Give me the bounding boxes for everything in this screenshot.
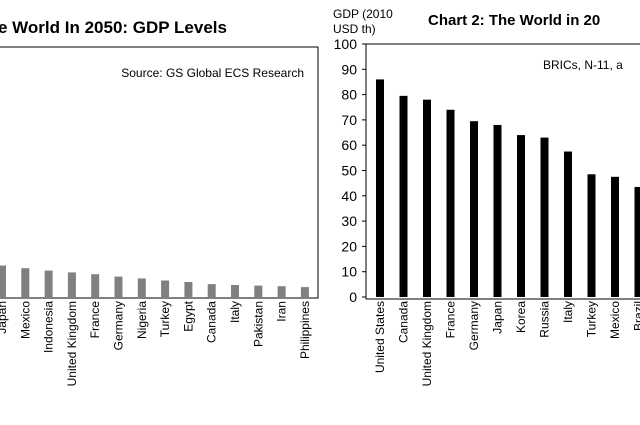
right-x-label-turkey: Turkey	[585, 301, 599, 337]
left-chart-title: e World In 2050: GDP Levels	[0, 18, 227, 37]
right-bar-italy	[564, 152, 572, 297]
left-x-label-indonesia: Indonesia	[42, 301, 56, 353]
right-bar-germany	[470, 121, 478, 297]
right-y-tick-label-50: 50	[341, 163, 357, 179]
left-bar-philippines	[301, 287, 309, 297]
right-y-tick-label-80: 80	[341, 87, 357, 103]
left-bar-germany	[115, 277, 123, 297]
left-bar-egypt	[184, 282, 192, 297]
right-bar-brazil	[635, 187, 640, 297]
left-chart: e World In 2050: GDP Levels Source: GS G…	[0, 18, 318, 386]
left-chart-source: Source: GS Global ECS Research	[121, 66, 304, 80]
right-chart-title: Chart 2: The World in 20	[428, 12, 600, 29]
right-x-label-canada: Canada	[397, 301, 411, 343]
right-x-label-russia: Russia	[538, 301, 552, 338]
left-x-label-turkey: Turkey	[158, 301, 172, 337]
right-bar-russia	[541, 138, 549, 297]
left-x-label-philippines: Philippines	[298, 301, 312, 359]
left-x-label-france: France	[88, 301, 102, 339]
left-bar-nigeria	[138, 278, 146, 297]
right-bar-france	[447, 110, 455, 297]
right-y-tick-label-20: 20	[341, 238, 357, 254]
right-x-label-mexico: Mexico	[608, 301, 622, 339]
right-x-label-france: France	[444, 301, 458, 339]
right-y-ticks: 0 10 20 30 40 50 60 70 80 90 100	[334, 36, 366, 305]
left-x-label-mexico: Mexico	[18, 301, 32, 339]
right-x-label-korea: Korea	[514, 301, 528, 333]
left-bars	[0, 266, 309, 298]
right-y-tick-label-30: 30	[341, 213, 357, 229]
left-x-label-united-kingdom: United Kingdom	[65, 301, 79, 386]
right-bar-japan	[494, 125, 502, 297]
right-chart-subtitle: BRICs, N-11, a	[543, 58, 623, 72]
right-x-label-germany: Germany	[467, 301, 481, 350]
left-bar-united-kingdom	[68, 272, 76, 297]
right-x-label-italy: Italy	[561, 301, 575, 323]
right-bar-united-states	[376, 79, 384, 297]
left-x-label-canada: Canada	[205, 301, 219, 343]
left-x-labels: Japan Mexico Indonesia United Kingdom France…	[0, 300, 312, 386]
left-x-label-egypt: Egypt	[181, 300, 195, 331]
left-bar-turkey	[161, 281, 169, 298]
right-y-tick-label-60: 60	[341, 137, 357, 153]
left-plot-frame	[0, 47, 318, 298]
left-bar-indonesia	[45, 271, 53, 297]
left-bar-pakistan	[254, 286, 262, 297]
right-bar-united-kingdom	[423, 100, 431, 297]
right-y-tick-label-0: 0	[349, 289, 357, 305]
right-x-label-brazil: Brazil	[632, 301, 640, 331]
left-bar-canada	[208, 284, 216, 297]
right-chart: Chart 2: The World in 20 GDP (2010 USD t…	[333, 7, 640, 386]
right-bars	[376, 79, 640, 297]
right-x-label-united-kingdom: United Kingdom	[420, 301, 434, 386]
left-x-label-nigeria: Nigeria	[135, 301, 149, 339]
left-bar-italy	[231, 285, 239, 297]
right-y-tick-label-90: 90	[341, 61, 357, 77]
left-x-label-pakistan: Pakistan	[251, 301, 265, 347]
right-y-tick-label-100: 100	[334, 36, 358, 52]
left-x-label-japan: Japan	[0, 301, 9, 334]
right-y-tick-label-40: 40	[341, 188, 357, 204]
right-x-label-united-states: United States	[373, 301, 387, 373]
left-bar-iran	[278, 286, 286, 297]
left-bar-france	[91, 274, 99, 297]
right-bar-mexico	[611, 177, 619, 297]
right-y-axis-label-line2: USD th)	[333, 22, 376, 36]
left-bar-japan	[0, 266, 6, 298]
right-x-label-japan: Japan	[491, 301, 505, 334]
left-bar-mexico	[21, 268, 29, 297]
right-y-tick-label-10: 10	[341, 264, 357, 280]
right-y-tick-label-70: 70	[341, 112, 357, 128]
left-x-label-germany: Germany	[112, 301, 126, 350]
right-bar-canada	[400, 96, 408, 297]
right-bar-turkey	[588, 174, 596, 297]
right-bar-korea	[517, 135, 525, 297]
left-x-label-italy: Italy	[228, 301, 242, 323]
right-x-labels: United States Canada United Kingdom France G…	[373, 301, 640, 387]
right-y-axis-label-line1: GDP (2010	[333, 7, 393, 21]
left-x-label-iran: Iran	[275, 301, 289, 322]
